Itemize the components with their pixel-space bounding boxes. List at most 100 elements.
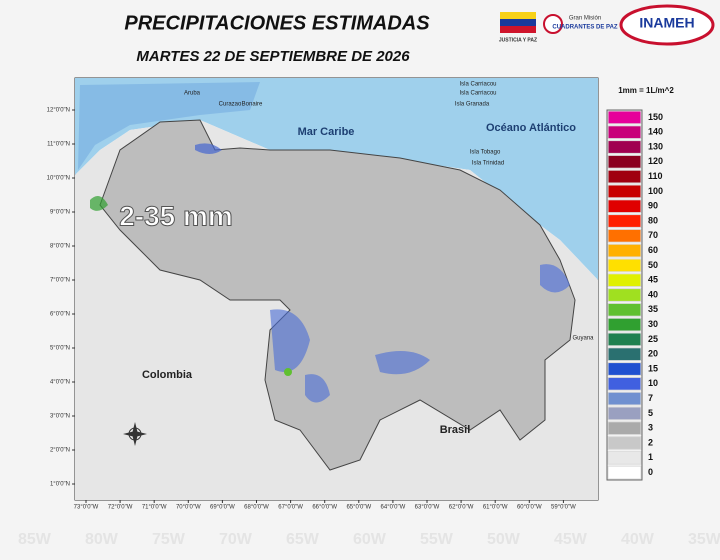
legend-label: 1 [648, 452, 653, 462]
latitude-label: 2°0'0"N [50, 448, 70, 454]
legend-label: 130 [648, 141, 663, 151]
legend-label: 30 [648, 319, 658, 329]
legend-label: 80 [648, 215, 658, 225]
longitude-label: 66°0'0"W [312, 505, 337, 511]
watermark-label: 60W [353, 531, 387, 548]
legend-frame [606, 109, 643, 481]
place-label: Aruba [184, 91, 201, 97]
subtitle: MARTES 22 DE SEPTIEMBRE DE 2026 [136, 48, 410, 65]
legend-label: 140 [648, 127, 663, 137]
legend-label: 110 [648, 171, 663, 181]
watermark-label: 55W [420, 531, 454, 548]
legend-label: 0 [648, 467, 653, 477]
legend-swatch [607, 258, 642, 273]
legend-label: 20 [648, 349, 658, 359]
rain-area [195, 143, 222, 154]
legend-swatch [607, 406, 642, 421]
latitude-label: 11°0'0"N [47, 142, 70, 148]
venezuela [99, 119, 576, 471]
longitude-label: 60°0'0"W [517, 505, 542, 511]
logo-text: Gran Misión [569, 16, 601, 22]
place-label: Isla Trinidad [472, 161, 504, 167]
legend-swatch [607, 332, 642, 347]
latitude-label: 7°0'0"N [50, 278, 70, 284]
compass [123, 422, 147, 446]
rain-area [375, 351, 430, 375]
legend-swatch [607, 199, 642, 214]
longitude-label: 69°0'0"W [210, 505, 235, 511]
legend-swatch [607, 184, 642, 199]
longitude-label: 59°0'0"W [551, 505, 576, 511]
legend-swatch [607, 154, 642, 169]
legend-label: 10 [648, 378, 658, 388]
logo-text: JUSTICIA Y PAZ [499, 37, 537, 43]
longitude-label: 67°0'0"W [278, 505, 303, 511]
legend-swatch [607, 140, 642, 154]
legend-swatch [607, 465, 642, 480]
place-label: Isla Tobago [470, 150, 501, 156]
legend-label: 70 [648, 230, 658, 240]
legend-label: 2 [648, 437, 653, 447]
legend-unit: 1mm = 1L/m^2 [618, 86, 674, 95]
legend-label: 45 [648, 275, 658, 285]
place-label: Guyana [572, 336, 594, 342]
watermark-label: 35W [688, 531, 720, 548]
latitude-label: 1°0'0"N [50, 482, 70, 488]
place-label: Brasil [440, 424, 471, 436]
watermark-label: 85W [18, 531, 52, 548]
logo-flag: JUSTICIA Y PAZ [499, 12, 537, 43]
longitude-label: 72°0'0"W [108, 505, 133, 511]
latitude-label: 6°0'0"N [50, 312, 70, 318]
longitude-label: 70°0'0"W [176, 505, 201, 511]
rain-area [270, 309, 310, 372]
latitude-label: 8°0'0"N [50, 244, 70, 250]
place-label: Curazao [219, 102, 242, 108]
longitude-label: 62°0'0"W [449, 505, 474, 511]
legend-swatch [607, 450, 642, 465]
place-label: Isla Carriacou [459, 91, 496, 97]
legend-swatch [607, 110, 642, 125]
watermark-label: 70W [219, 531, 253, 548]
legend-swatch [607, 347, 642, 362]
watermark-label: 50W [487, 531, 521, 548]
watermark-row: 85W 80W 75W 70W 65W 60W 55W 50W 45W 40W 35W [18, 531, 720, 548]
place-label: Isla Carriacou [459, 82, 496, 88]
range-label: 2-35 mm [119, 200, 233, 231]
latitude-label: 3°0'0"N [50, 414, 70, 420]
longitude-label: 64°0'0"W [381, 505, 406, 511]
legend-swatch [607, 228, 642, 243]
legend-label: 7 [648, 393, 653, 403]
legend-label: 150 [648, 112, 663, 122]
longitude-label: 63°0'0"W [415, 505, 440, 511]
legend-label: 5 [648, 408, 653, 418]
rain-area [284, 368, 292, 376]
watermark-label: 65W [286, 531, 320, 548]
legend-label: 120 [648, 156, 663, 166]
legend-swatch [607, 376, 642, 391]
legend-swatch [607, 391, 642, 406]
legend-swatch [607, 169, 642, 184]
place-label: Mar Caribe [298, 126, 355, 138]
longitude-labels: 73°0'0"W 72°0'0"W 71°0'0"W 70°0'0"W 69°0'0"W… [74, 500, 576, 511]
place-labels: Aruba Curazao Bonaire Mar Caribe Océano Atlá… [142, 82, 594, 436]
legend-label: 100 [648, 186, 663, 196]
legend-label: 15 [648, 363, 658, 373]
legend: 1501401301201101009080706050454035302520… [606, 109, 663, 481]
longitude-label: 65°0'0"W [346, 505, 371, 511]
place-label: Océano Atlántico [486, 122, 576, 134]
sea-shallow [78, 82, 260, 170]
latitude-labels: 12°0'0"N 11°0'0"N 10°0'0"N 9°0'0"N 8°0'0"N 7°… [47, 108, 75, 488]
sea [75, 78, 598, 280]
legend-swatch [607, 302, 642, 317]
watermark-label: 80W [85, 531, 119, 548]
legend-swatch [607, 362, 642, 376]
longitude-label: 61°0'0"W [483, 505, 508, 511]
logo-inameh: INAMEH [619, 4, 715, 46]
legend-swatch [607, 273, 642, 288]
legend-swatch [607, 125, 642, 140]
legend-swatch [607, 421, 642, 436]
map: 2-35 mm Aruba Curazao Bonaire Mar Caribe Océ… [74, 77, 599, 501]
rain-area [90, 196, 108, 211]
